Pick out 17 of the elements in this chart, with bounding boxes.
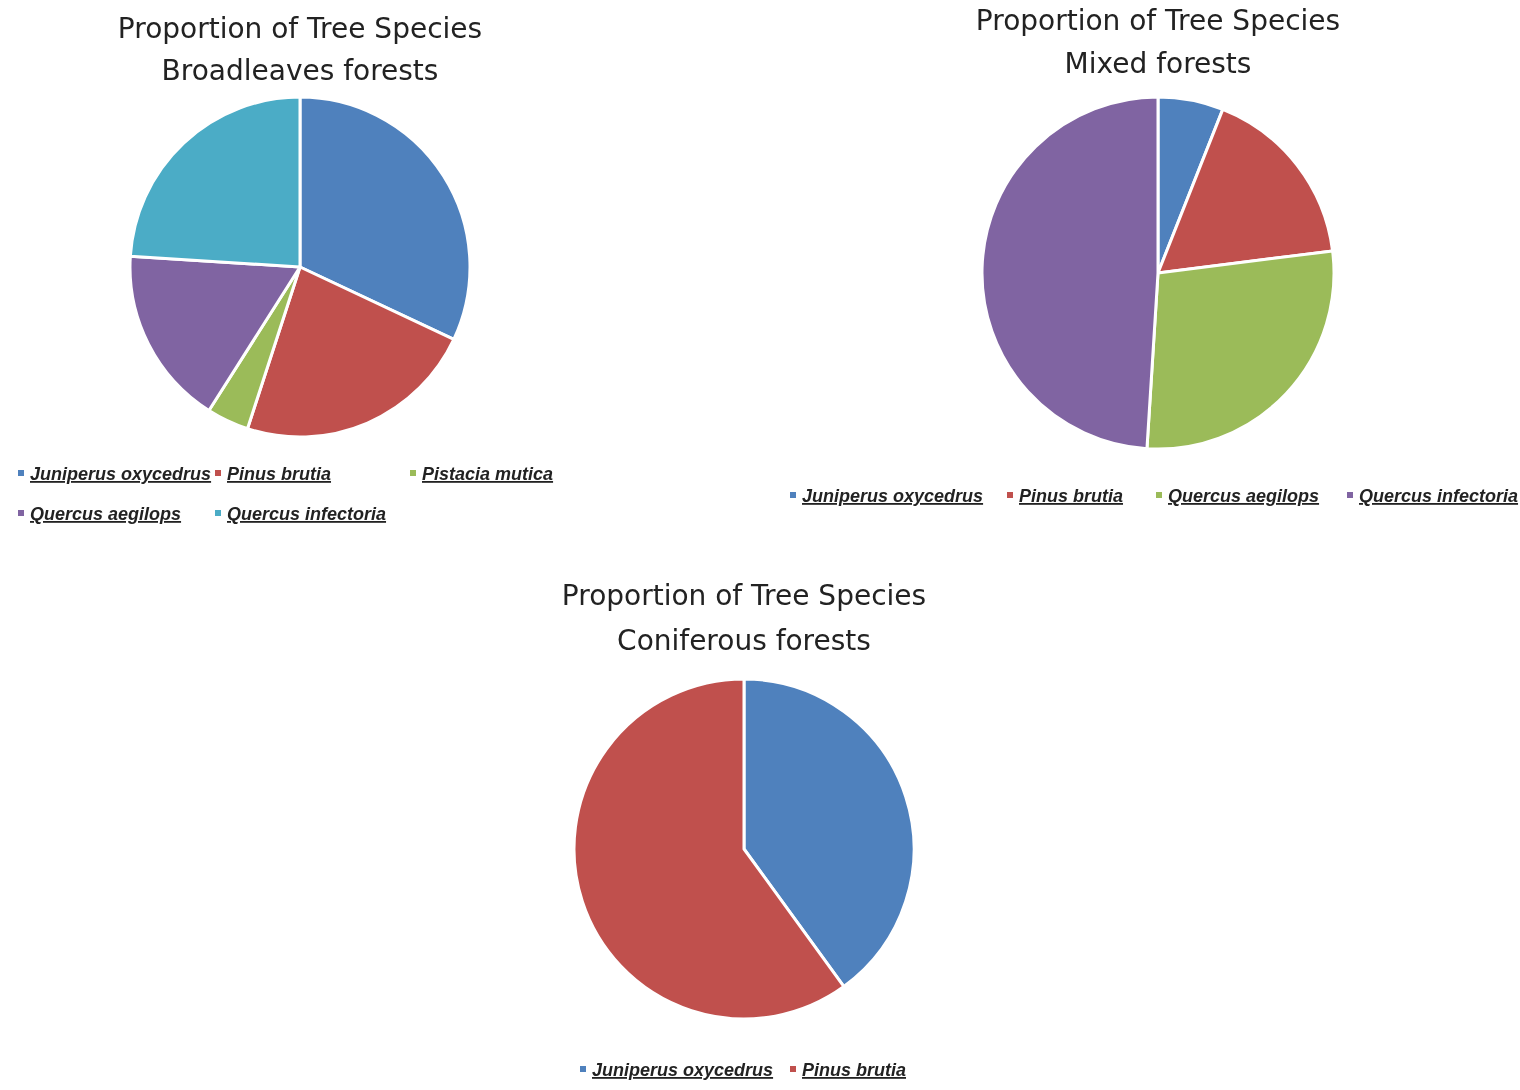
legend-label: Quercus aegilops — [1168, 486, 1320, 506]
legend-label: Quercus infectoria — [227, 504, 387, 524]
chart-title: Proportion of Tree Species — [561, 579, 927, 612]
legend-label: Pistacia mutica — [422, 464, 554, 484]
legend-label: Pinus brutia — [1019, 486, 1124, 506]
chart-title: Proportion of Tree Species — [117, 12, 483, 45]
legend-label: Juniperus oxycedrus — [592, 1060, 774, 1080]
chart-subtitle: Coniferous forests — [617, 624, 871, 657]
chart-subtitle: Mixed forests — [1064, 47, 1252, 80]
legend-label: Quercus infectoria — [1359, 486, 1519, 506]
legend-label: Juniperus oxycedrus — [802, 486, 984, 506]
chart-subtitle: Broadleaves forests — [161, 54, 439, 87]
legend-label: Pinus brutia — [227, 464, 332, 484]
chart-title: Proportion of Tree Species — [975, 4, 1341, 37]
legend-label: Pinus brutia — [802, 1060, 907, 1080]
legend-label: Quercus aegilops — [30, 504, 182, 524]
legend-label: Juniperus oxycedrus — [30, 464, 212, 484]
